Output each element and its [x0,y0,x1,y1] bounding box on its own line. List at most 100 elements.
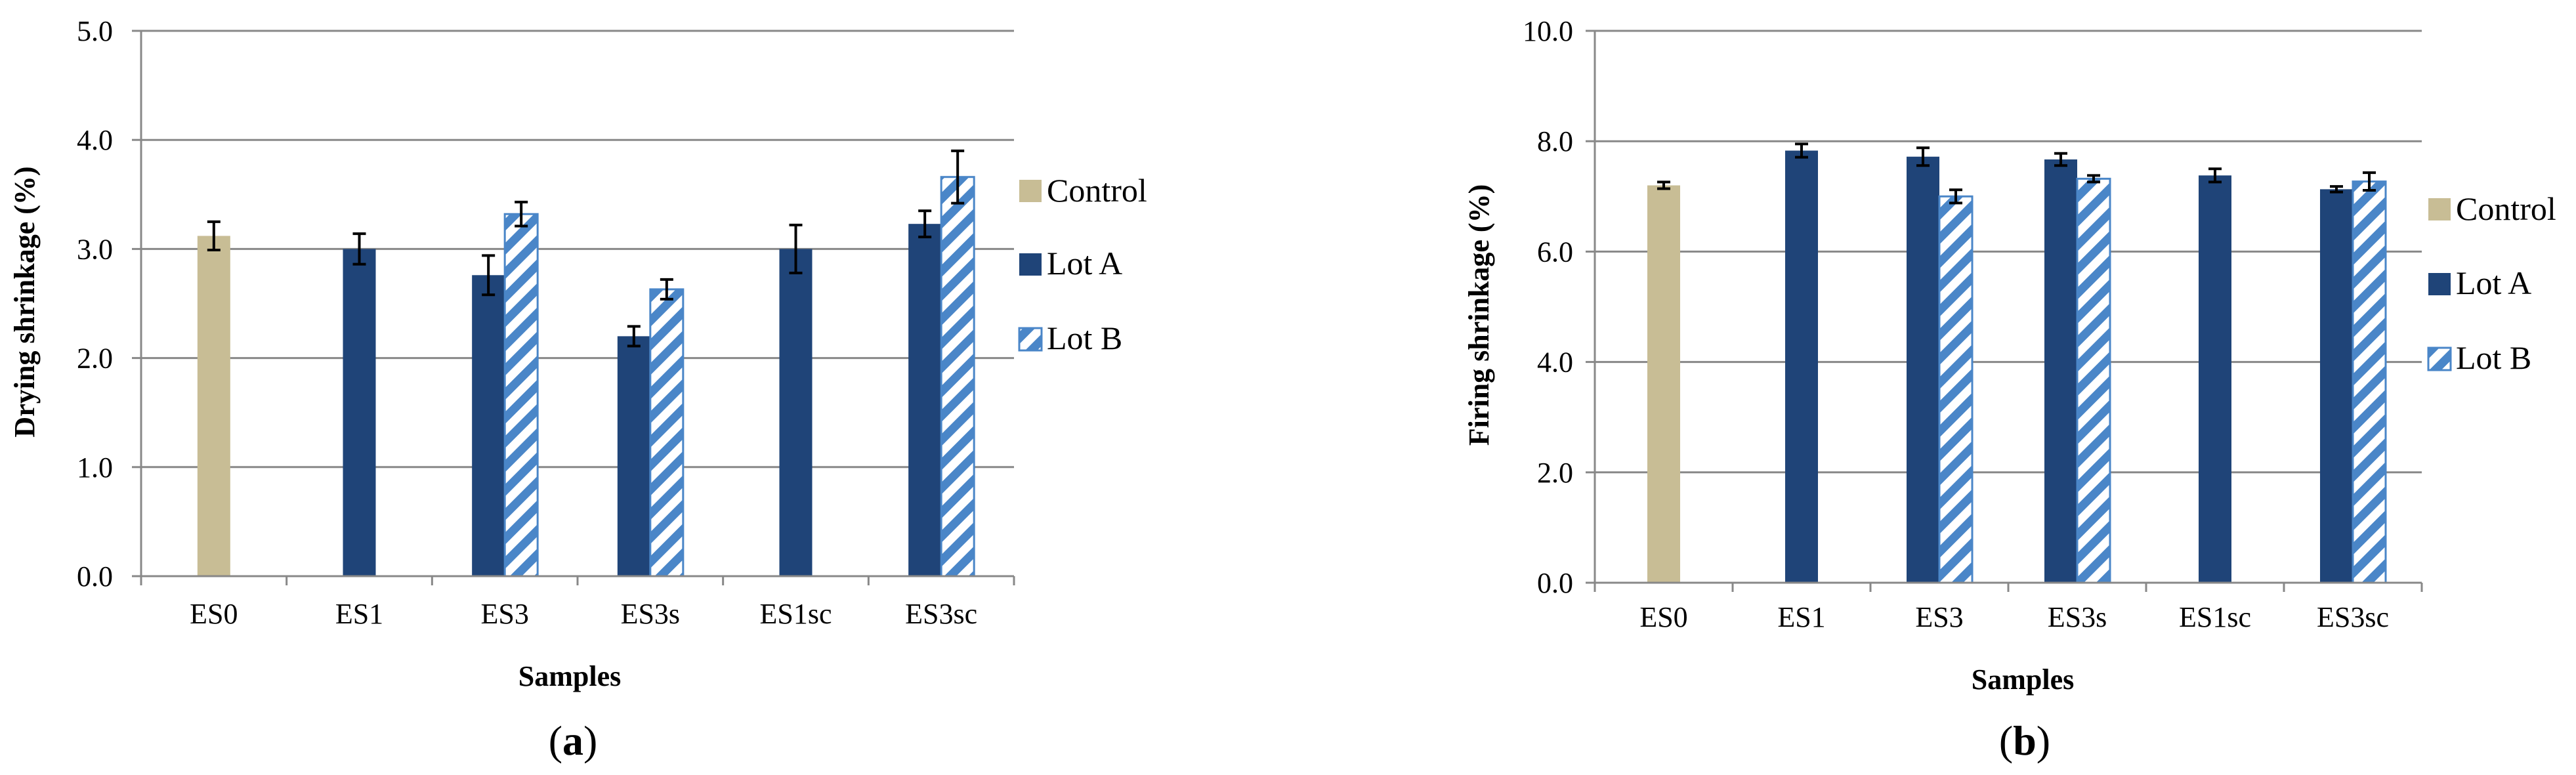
panel-a-open: ( [549,717,562,764]
legend-b-control-swatch [2428,198,2451,220]
chart-b-y-axis-title: Firing shrinkage (%) [1463,184,1495,446]
panel-b-label: (b) [1999,717,2050,764]
chart-a-bar-lot_b-ES3sc [940,176,975,577]
chart-a-bars [197,176,975,577]
panel-b-open: ( [1999,717,2013,764]
legend-a-lot-a-swatch [1019,253,1042,276]
chart-a-y-tick-label-3: 3.0 [77,233,113,265]
chart-a-error-bar-lot_b-ES3s [660,278,673,301]
chart-b-x-tick-label-ES1sc: ES1sc [2179,601,2251,633]
chart-b-error-bar-lot_a-ES1 [1795,142,1808,159]
chart-a-error-bar-lot_a-ES3sc [918,209,932,239]
legend-b-lot-b-swatch [2427,346,2452,371]
chart-b-axes [1586,30,2423,592]
chart-b-x-tick-labels: ES0 ES1 ES3 ES3s ES1sc ES3sc [1639,601,2389,633]
chart-b-gridlines [1595,30,2422,584]
chart-a-gridlines [141,30,1014,577]
chart-b-legend: Control Lot A Lot B [2427,190,2556,376]
chart-b-y-tick-label-0: 0.0 [1537,567,1573,599]
chart-b-y-tick-label-5: 10.0 [1523,15,1573,47]
chart-b-bar-lot_b-ES3 [1938,195,1974,584]
chart-a-error-bar-lot_b-ES3sc [951,149,965,205]
chart-a-error-bar-lot_a-ES3 [482,254,496,297]
chart-b-error-bar-control-ES0 [1657,180,1670,190]
legend-a-lot-b-swatch [1018,327,1043,352]
chart-b-x-tick-label-ES3: ES3 [1915,601,1963,633]
chart-b-x-tick-label-ES1: ES1 [1777,601,1825,633]
chart-a: 0.0 1.0 2.0 3.0 4.0 5.0 ES0 ES1 ES3 ES3s ES1sc ES3… [9,15,1147,764]
chart-a-error-bar-control-ES0 [207,220,221,252]
chart-b-y-tick-label-1: 2.0 [1537,457,1573,489]
chart-b: 0.02.04.06.08.010.0 ES0 ES1 ES3 ES3s ES1sc ES… [1463,15,2556,764]
chart-a-error-bar-lot_a-ES1sc [789,223,803,274]
panel-b-close: ) [2037,717,2050,764]
legend-a-control-swatch [1019,180,1042,202]
chart-a-bar-lot_a-ES3 [472,275,505,576]
chart-b-bar-lot_a-ES1 [1785,150,1818,583]
chart-b-bar-lot_b-ES3s [2076,177,2111,584]
chart-b-y-tick-labels: 0.0 2.0 4.0 6.0 8.0 10.0 [1523,15,1573,599]
chart-b-x-tick-label-ES0: ES0 [1639,601,1687,633]
chart-a-x-axis-title: Samples [518,660,621,692]
chart-b-x-tick-label-ES3sc: ES3sc [2317,601,2389,633]
panel-a-letter: a [562,717,583,764]
chart-a-x-tick-label-ES3: ES3 [480,598,528,630]
chart-b-bar-control-ES0 [1647,185,1680,583]
chart-b-error-bar-lot_b-ES3s [2087,174,2100,184]
chart-b-error-bars [1657,142,2376,205]
chart-b-error-bar-lot_a-ES1sc [2208,167,2222,184]
chart-a-error-bar-lot_a-ES3s [627,325,641,348]
chart-a-error-bars [207,149,965,348]
chart-a-y-tick-label-1: 1.0 [77,451,113,484]
chart-a-y-tick-label-0: 0.0 [77,560,113,593]
chart-b-error-bar-lot_b-ES3 [1949,188,1962,205]
chart-a-x-tick-labels: ES0 ES1 ES3 ES3s ES1sc ES3sc [190,598,977,630]
chart-a-y-tick-label-2: 2.0 [77,343,113,375]
chart-b-error-bar-lot_a-ES3s [2054,152,2067,167]
legend-a-lot-b-label: Lot B [1047,320,1122,356]
chart-b-error-bar-lot_a-ES3sc [2330,185,2343,194]
panel-a-close: ) [583,717,597,764]
chart-a-error-bar-lot_a-ES1 [352,232,366,266]
chart-a-bar-lot_b-ES3s [649,288,685,577]
chart-b-bar-lot_b-ES3sc [2352,180,2387,584]
chart-a-legend: Control Lot A Lot B [1018,172,1147,356]
chart-b-y-tick-label-4: 8.0 [1537,125,1573,157]
chart-a-x-tick-label-ES1: ES1 [335,598,383,630]
legend-a-lot-a-label: Lot A [1047,245,1122,282]
chart-a-bar-lot_a-ES3sc [908,224,942,576]
chart-b-bar-lot_a-ES3sc [2320,189,2353,583]
chart-a-x-tick-label-ES3s: ES3s [621,598,680,630]
chart-a-bar-lot_a-ES1 [343,249,376,576]
chart-a-x-tick-label-ES0: ES0 [190,598,238,630]
chart-b-bar-lot_a-ES3 [1907,156,1939,583]
chart-b-y-tick-label-2: 4.0 [1537,346,1573,379]
panel-b-letter: b [2013,717,2037,764]
chart-a-y-tick-label-4: 4.0 [77,124,113,156]
chart-b-error-bar-lot_a-ES3 [1916,146,1930,167]
panel-a-label: (a) [549,717,598,764]
chart-a-bar-lot_a-ES3s [617,336,650,576]
chart-a-y-tick-label-5: 5.0 [77,15,113,47]
chart-b-bar-lot_a-ES3s [2044,159,2077,583]
legend-a-control-label: Control [1047,172,1147,209]
chart-a-y-tick-labels: 0.0 1.0 2.0 3.0 4.0 5.0 [77,15,113,593]
chart-a-bar-control-ES0 [197,236,230,576]
chart-a-x-tick-label-ES3sc: ES3sc [905,598,977,630]
legend-b-control-label: Control [2456,190,2556,227]
chart-a-y-axis-title: Drying shrinkage (%) [9,166,41,437]
chart-b-bar-lot_a-ES1sc [2199,175,2231,583]
legend-b-lot-b-label: Lot B [2456,339,2531,376]
chart-a-axes [132,30,1015,585]
chart-b-x-tick-label-ES3s: ES3s [2048,601,2107,633]
chart-a-bar-lot_a-ES1sc [779,249,813,576]
chart-b-error-bar-lot_b-ES3sc [2363,171,2376,192]
chart-b-bars [1647,150,2387,584]
chart-b-x-axis-title: Samples [1972,663,2074,696]
legend-b-lot-a-swatch [2428,273,2451,295]
chart-a-bar-lot_b-ES3 [503,213,539,577]
chart-a-x-tick-label-ES1sc: ES1sc [760,598,832,630]
chart-b-y-tick-label-3: 6.0 [1537,236,1573,268]
chart-a-error-bar-lot_b-ES3 [515,200,528,228]
